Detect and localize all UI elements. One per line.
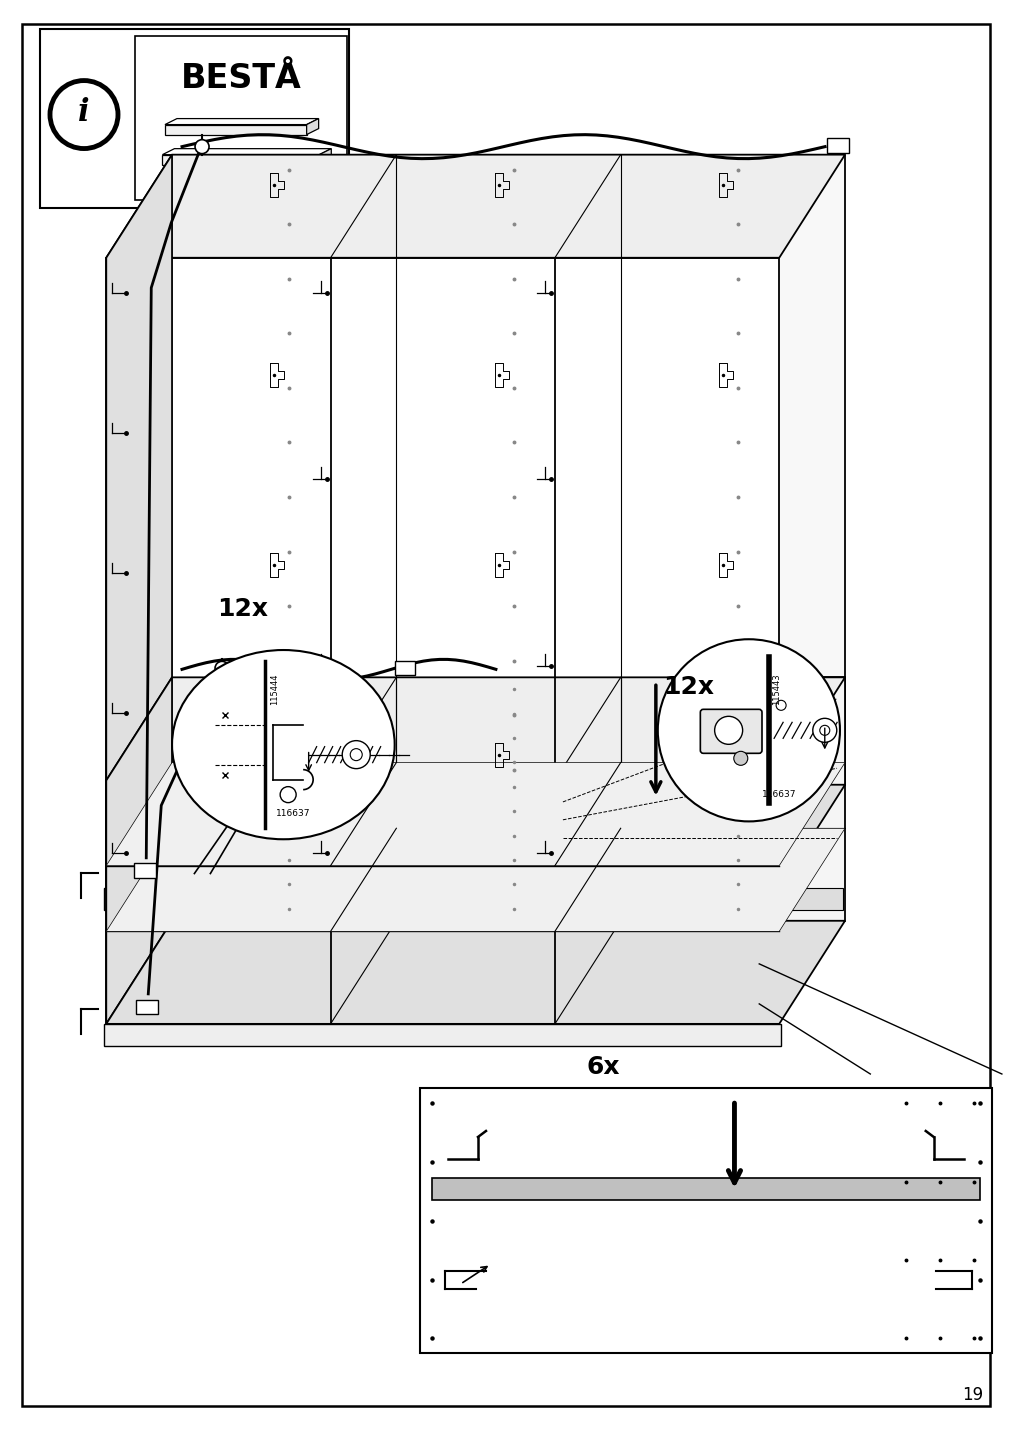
Polygon shape <box>104 888 842 909</box>
Text: 12x: 12x <box>217 597 268 620</box>
Text: BESTÅ: BESTÅ <box>180 62 301 96</box>
Bar <box>134 863 156 878</box>
Text: i: i <box>78 97 90 127</box>
FancyBboxPatch shape <box>700 709 761 753</box>
Bar <box>134 36 347 200</box>
Polygon shape <box>106 785 844 888</box>
Polygon shape <box>162 149 331 155</box>
Circle shape <box>280 786 296 803</box>
Circle shape <box>214 662 228 676</box>
Circle shape <box>812 719 836 742</box>
Circle shape <box>50 80 118 149</box>
Text: 115443: 115443 <box>771 673 780 705</box>
Polygon shape <box>106 921 844 1024</box>
Circle shape <box>195 140 209 153</box>
Polygon shape <box>106 762 844 865</box>
Circle shape <box>775 700 786 710</box>
Circle shape <box>819 726 829 735</box>
Polygon shape <box>106 677 844 780</box>
Bar <box>420 1088 991 1353</box>
Circle shape <box>657 639 839 822</box>
Bar <box>104 888 780 909</box>
Text: 12x: 12x <box>662 676 713 699</box>
Bar <box>104 1024 780 1045</box>
Polygon shape <box>165 119 318 125</box>
Polygon shape <box>106 828 844 931</box>
Polygon shape <box>162 155 319 165</box>
Polygon shape <box>306 119 318 135</box>
Polygon shape <box>172 155 844 785</box>
Polygon shape <box>165 125 306 135</box>
Text: 115444: 115444 <box>270 673 279 705</box>
Polygon shape <box>106 155 844 258</box>
Polygon shape <box>106 780 778 1024</box>
Bar <box>136 1000 158 1014</box>
Text: 6x: 6x <box>586 1055 620 1078</box>
Polygon shape <box>106 677 172 1024</box>
Polygon shape <box>106 258 778 888</box>
Text: 116637: 116637 <box>276 809 310 818</box>
Bar <box>432 1179 979 1200</box>
Circle shape <box>350 749 362 760</box>
Polygon shape <box>172 677 844 921</box>
Polygon shape <box>106 155 172 888</box>
Bar <box>237 662 257 676</box>
Circle shape <box>733 752 747 765</box>
Circle shape <box>342 740 370 769</box>
Polygon shape <box>319 149 331 165</box>
Bar <box>394 662 415 676</box>
Ellipse shape <box>172 650 394 839</box>
Bar <box>40 29 349 208</box>
Text: IKEA: IKEA <box>232 188 250 193</box>
Circle shape <box>714 716 742 745</box>
Text: 19: 19 <box>961 1386 983 1403</box>
Bar <box>826 137 848 153</box>
Text: 116637: 116637 <box>761 789 796 799</box>
